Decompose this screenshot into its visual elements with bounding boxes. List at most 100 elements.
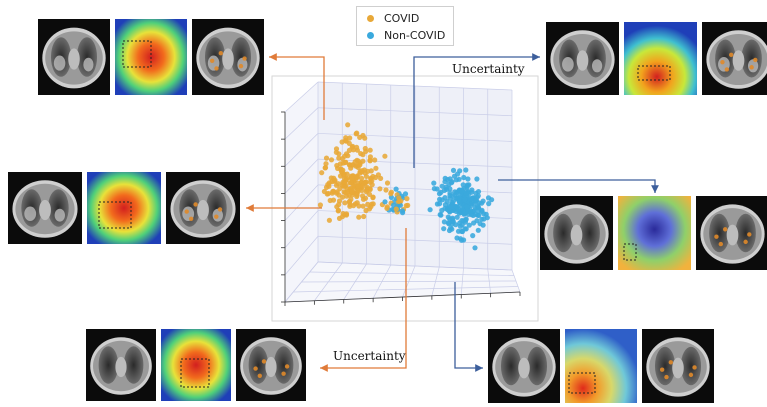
non-covid-point-430 [441, 219, 447, 225]
non-covid-point-458 [461, 174, 467, 181]
panel-top-left [38, 19, 264, 95]
overlap-point-496 [399, 208, 406, 214]
heatmap-bottom-left [161, 329, 231, 401]
covid-point-52 [323, 161, 329, 167]
overlap-point-483 [384, 205, 390, 211]
non-covid-point-453 [462, 197, 468, 203]
covid-point-187 [354, 174, 360, 180]
non-covid-point-234 [471, 220, 477, 226]
covid-point-186 [325, 182, 331, 188]
covid-point-18 [384, 180, 391, 186]
covid-point-148 [336, 192, 342, 198]
ct-scan-top-right [546, 22, 619, 95]
covid-point-176 [358, 151, 364, 157]
non-covid-point-412 [475, 203, 481, 209]
heatmap-mid-right [618, 196, 691, 270]
non-covid-point-365 [474, 176, 480, 182]
legend-label-covid: COVID [384, 12, 420, 25]
covid-point-159 [365, 201, 371, 207]
covid-point-141 [332, 177, 338, 183]
covid-point-207 [375, 172, 381, 178]
covid-point-167 [321, 188, 327, 195]
covid-point-216 [368, 176, 374, 182]
non-covid-point-350 [449, 199, 455, 206]
covid-point-113 [347, 135, 353, 141]
covid-point-192 [369, 182, 375, 188]
covid-point-46 [363, 173, 369, 179]
ct-overlay-mid-left [166, 172, 240, 244]
covid-point-127 [335, 165, 341, 171]
covid-point-209 [362, 180, 368, 186]
covid-point-217 [348, 180, 354, 186]
covid-point-77 [336, 151, 342, 157]
non-covid-point-414 [436, 191, 443, 197]
arrow-bottom-right [454, 282, 483, 372]
covid-point-72 [342, 200, 348, 206]
covid-point-137 [336, 215, 343, 221]
non-covid-point-395 [475, 193, 481, 199]
ct-overlay-bottom-left [236, 329, 306, 401]
legend-marker-covid [367, 15, 374, 22]
panel-mid-right [540, 196, 767, 270]
non-covid-point-448 [456, 199, 463, 205]
covid-point-219 [349, 175, 355, 181]
covid-point-50 [363, 207, 369, 214]
covid-point-206 [360, 196, 367, 202]
overlap-point-495 [405, 202, 411, 208]
covid-point-195 [336, 201, 342, 208]
legend-item-covid: COVID [367, 10, 453, 27]
non-covid-point-335 [437, 212, 443, 218]
overlap-point-493 [396, 198, 402, 205]
covid-point-202 [345, 189, 351, 195]
ct-overlay-top-right [702, 22, 767, 95]
covid-point-203 [347, 198, 353, 204]
non-covid-point-354 [441, 226, 447, 232]
legend: COVID Non-COVID [356, 6, 454, 46]
ct-scan-mid-left [8, 172, 82, 244]
arrow-mid-right [498, 179, 659, 193]
non-covid-point-302 [466, 222, 472, 228]
non-covid-point-326 [459, 237, 465, 243]
non-covid-point-452 [445, 177, 451, 183]
heatmap-top-right [624, 22, 697, 95]
non-covid-point-440 [466, 191, 472, 197]
covid-point-185 [355, 158, 362, 164]
non-covid-point-392 [456, 176, 462, 182]
covid-point-149 [359, 175, 365, 181]
covid-point-59 [317, 202, 323, 208]
covid-point-224 [370, 194, 376, 200]
ct-scan-mid-right [540, 196, 613, 270]
non-covid-point-451 [468, 196, 474, 202]
covid-point-25 [377, 186, 383, 192]
overlap-point-482 [382, 199, 388, 205]
covid-point-188 [339, 156, 345, 162]
non-covid-point-447 [473, 197, 479, 204]
scatter-plot-3d [271, 75, 539, 322]
non-covid-point-374 [442, 195, 448, 201]
covid-point-214 [359, 168, 365, 174]
panel-bottom-left [86, 329, 306, 401]
covid-point-119 [353, 131, 359, 137]
covid-point-120 [373, 165, 379, 171]
non-covid-point-411 [462, 226, 468, 232]
legend-label-non-covid: Non-COVID [384, 29, 446, 42]
covid-point-12 [382, 153, 388, 159]
non-covid-point-405 [455, 171, 461, 177]
non-covid-point-271 [437, 196, 443, 202]
covid-point-145 [360, 158, 366, 164]
heatmap-top-left [115, 19, 187, 95]
arrow-bottom-left [320, 228, 407, 372]
non-covid-point-429 [457, 223, 463, 229]
covid-point-175 [357, 134, 363, 140]
covid-point-227 [342, 179, 348, 185]
covid-point-177 [337, 161, 343, 167]
covid-point-229 [349, 188, 355, 195]
non-covid-point-283 [447, 186, 453, 192]
covid-point-88 [323, 155, 330, 161]
covid-point-28 [367, 147, 373, 153]
covid-point-147 [356, 214, 362, 220]
covid-point-64 [333, 146, 340, 152]
covid-point-170 [354, 200, 360, 206]
overlap-point-499 [393, 206, 399, 212]
